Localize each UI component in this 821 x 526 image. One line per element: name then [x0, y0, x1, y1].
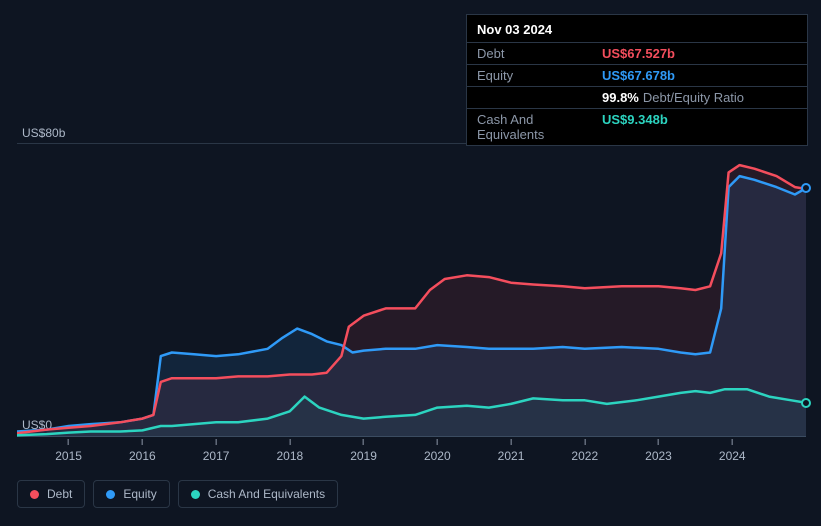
x-axis-tick: 2015: [55, 439, 82, 463]
tooltip-row: 99.8%Debt/Equity Ratio: [467, 87, 807, 109]
x-axis-label: 2017: [203, 449, 230, 463]
x-axis-label: 2023: [645, 449, 672, 463]
tooltip-row-value: US$67.527b: [602, 46, 675, 61]
tooltip-row: Cash And EquivalentsUS$9.348b: [467, 109, 807, 145]
tooltip-row-value: US$9.348b: [602, 112, 668, 142]
tooltip-row: EquityUS$67.678b: [467, 65, 807, 87]
legend-label: Equity: [123, 487, 156, 501]
legend-label: Debt: [47, 487, 72, 501]
x-axis-tick: 2017: [203, 439, 230, 463]
area-chart[interactable]: [17, 143, 806, 437]
x-axis-label: 2022: [571, 449, 598, 463]
tooltip-row-label: [477, 90, 602, 105]
legend-color-dot: [106, 490, 115, 499]
legend-color-dot: [30, 490, 39, 499]
x-axis-tick: 2018: [276, 439, 303, 463]
chart-container: Nov 03 2024 DebtUS$67.527bEquityUS$67.67…: [0, 0, 821, 526]
x-axis-tick: 2020: [424, 439, 451, 463]
legend-item[interactable]: Debt: [17, 480, 85, 508]
x-axis-label: 2015: [55, 449, 82, 463]
legend-label: Cash And Equivalents: [208, 487, 325, 501]
x-axis-tick: 2019: [350, 439, 377, 463]
x-axis-tick: 2024: [719, 439, 746, 463]
tooltip-row-value: 99.8%Debt/Equity Ratio: [602, 90, 744, 105]
x-axis-label: 2019: [350, 449, 377, 463]
tooltip-row: DebtUS$67.527b: [467, 43, 807, 65]
tooltip-row-label: Cash And Equivalents: [477, 112, 602, 142]
x-axis-label: 2020: [424, 449, 451, 463]
legend: Debt Equity Cash And Equivalents: [17, 480, 338, 508]
tooltip-row-label: Equity: [477, 68, 602, 83]
x-axis-tick: 2016: [129, 439, 156, 463]
x-axis-tick: 2021: [498, 439, 525, 463]
x-axis-label: 2018: [276, 449, 303, 463]
tooltip-row-value: US$67.678b: [602, 68, 675, 83]
tooltip-date: Nov 03 2024: [467, 15, 807, 43]
tooltip-panel: Nov 03 2024 DebtUS$67.527bEquityUS$67.67…: [466, 14, 808, 146]
legend-item[interactable]: Cash And Equivalents: [178, 480, 338, 508]
legend-color-dot: [191, 490, 200, 499]
x-axis-label: 2024: [719, 449, 746, 463]
x-axis-label: 2021: [498, 449, 525, 463]
legend-item[interactable]: Equity: [93, 480, 169, 508]
x-axis-label: 2016: [129, 449, 156, 463]
x-axis-tick: 2022: [571, 439, 598, 463]
tooltip-row-label: Debt: [477, 46, 602, 61]
y-axis-max-label: US$80b: [22, 126, 65, 140]
x-axis-tick: 2023: [645, 439, 672, 463]
series-end-marker: [801, 398, 811, 408]
series-end-marker: [801, 183, 811, 193]
